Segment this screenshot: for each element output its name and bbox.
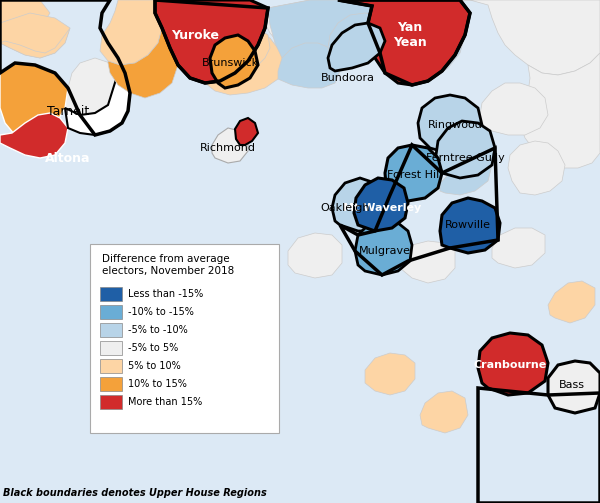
Polygon shape: [338, 0, 470, 85]
Polygon shape: [0, 63, 68, 143]
Bar: [100, 323, 122, 337]
Polygon shape: [0, 13, 70, 58]
Text: Bundoora: Bundoora: [321, 73, 375, 83]
Text: Cranbourne: Cranbourne: [473, 360, 547, 370]
Polygon shape: [0, 113, 68, 158]
Text: Mt Waverley: Mt Waverley: [343, 203, 421, 213]
Polygon shape: [108, 28, 178, 98]
Text: -5% to 5%: -5% to 5%: [128, 343, 178, 353]
Text: -5% to -10%: -5% to -10%: [128, 325, 188, 335]
Polygon shape: [238, 28, 270, 65]
FancyBboxPatch shape: [90, 244, 279, 433]
Text: Richmond: Richmond: [200, 143, 256, 153]
Polygon shape: [278, 43, 340, 88]
Polygon shape: [548, 281, 595, 323]
Polygon shape: [354, 178, 408, 231]
Bar: [100, 287, 122, 301]
Polygon shape: [268, 0, 372, 73]
Polygon shape: [418, 95, 482, 153]
Text: Mulgrave: Mulgrave: [359, 246, 411, 256]
Polygon shape: [460, 0, 600, 75]
Polygon shape: [548, 361, 600, 413]
Polygon shape: [288, 233, 342, 278]
Bar: [100, 341, 122, 355]
Polygon shape: [400, 241, 455, 283]
Text: Black boundaries denotes Upper House Regions: Black boundaries denotes Upper House Reg…: [3, 488, 267, 498]
Polygon shape: [355, 221, 412, 275]
Polygon shape: [205, 33, 285, 95]
Polygon shape: [265, 0, 345, 55]
Text: Altona: Altona: [45, 151, 91, 164]
Polygon shape: [440, 165, 492, 195]
Polygon shape: [332, 178, 388, 231]
Polygon shape: [420, 391, 468, 433]
Polygon shape: [440, 198, 500, 253]
Polygon shape: [436, 121, 495, 178]
Text: Bass: Bass: [559, 380, 585, 390]
Polygon shape: [100, 0, 162, 65]
Polygon shape: [0, 0, 50, 33]
Polygon shape: [478, 333, 548, 395]
Polygon shape: [0, 28, 70, 58]
Text: Ringwood: Ringwood: [428, 120, 482, 130]
Text: Forest Hill: Forest Hill: [388, 170, 443, 180]
Bar: [100, 395, 122, 409]
Text: Ferntree Gully: Ferntree Gully: [425, 153, 505, 163]
Text: -10% to -15%: -10% to -15%: [128, 307, 194, 317]
Polygon shape: [492, 228, 545, 268]
Text: Tarneit: Tarneit: [47, 105, 89, 118]
Text: 5% to 10%: 5% to 10%: [128, 361, 181, 371]
Polygon shape: [155, 0, 268, 83]
Polygon shape: [508, 141, 565, 195]
Text: Brunswick: Brunswick: [202, 58, 259, 68]
Polygon shape: [388, 18, 448, 58]
Polygon shape: [210, 35, 258, 88]
Polygon shape: [65, 73, 130, 135]
Bar: [100, 377, 122, 391]
Polygon shape: [385, 145, 442, 201]
Text: 10% to 15%: 10% to 15%: [128, 379, 187, 389]
Text: Oakleigh: Oakleigh: [320, 203, 370, 213]
Polygon shape: [385, 13, 470, 85]
Polygon shape: [328, 13, 392, 68]
Bar: [100, 359, 122, 373]
Polygon shape: [480, 83, 548, 135]
Polygon shape: [212, 128, 248, 163]
Text: Rowville: Rowville: [445, 220, 491, 230]
Text: Difference from average
electors, November 2018: Difference from average electors, Novemb…: [102, 254, 234, 276]
Polygon shape: [365, 353, 415, 395]
Bar: [100, 305, 122, 319]
Text: Yan
Yean: Yan Yean: [393, 21, 427, 49]
Polygon shape: [65, 58, 118, 115]
Polygon shape: [235, 118, 258, 145]
Polygon shape: [328, 23, 385, 71]
Text: More than 15%: More than 15%: [128, 397, 202, 407]
Text: Less than -15%: Less than -15%: [128, 289, 203, 299]
Text: Yuroke: Yuroke: [171, 29, 219, 42]
Polygon shape: [520, 53, 600, 168]
